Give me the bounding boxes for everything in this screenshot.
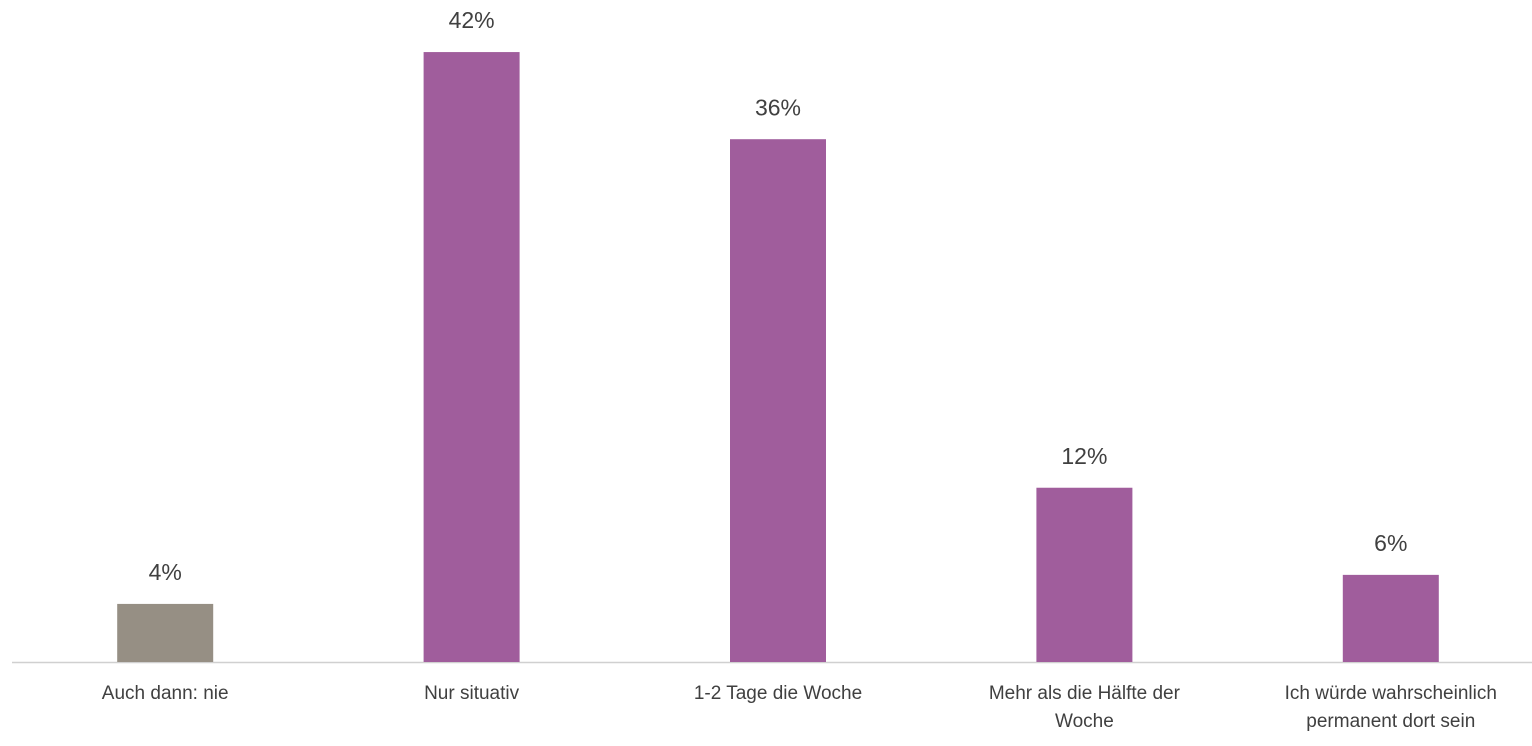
value-label: 42% bbox=[449, 7, 495, 33]
value-label: 4% bbox=[149, 559, 182, 585]
value-label: 36% bbox=[755, 94, 801, 120]
value-label: 12% bbox=[1061, 443, 1107, 469]
bar bbox=[117, 603, 214, 662]
bar bbox=[1036, 487, 1133, 662]
bar bbox=[423, 52, 520, 663]
bar bbox=[1342, 574, 1439, 662]
x-tick-label: Auch dann: nie bbox=[101, 683, 229, 704]
bar bbox=[730, 139, 826, 662]
value-label: 6% bbox=[1374, 530, 1407, 556]
x-tick-label: 1-2 Tage die Woche bbox=[693, 683, 863, 704]
x-tick-label: Ich würde wahrscheinlich permanent dort … bbox=[1284, 683, 1497, 732]
x-tick-label: Nur situativ bbox=[424, 683, 520, 704]
x-tick-label: Mehr als die Hälfte der Woche bbox=[988, 683, 1180, 732]
